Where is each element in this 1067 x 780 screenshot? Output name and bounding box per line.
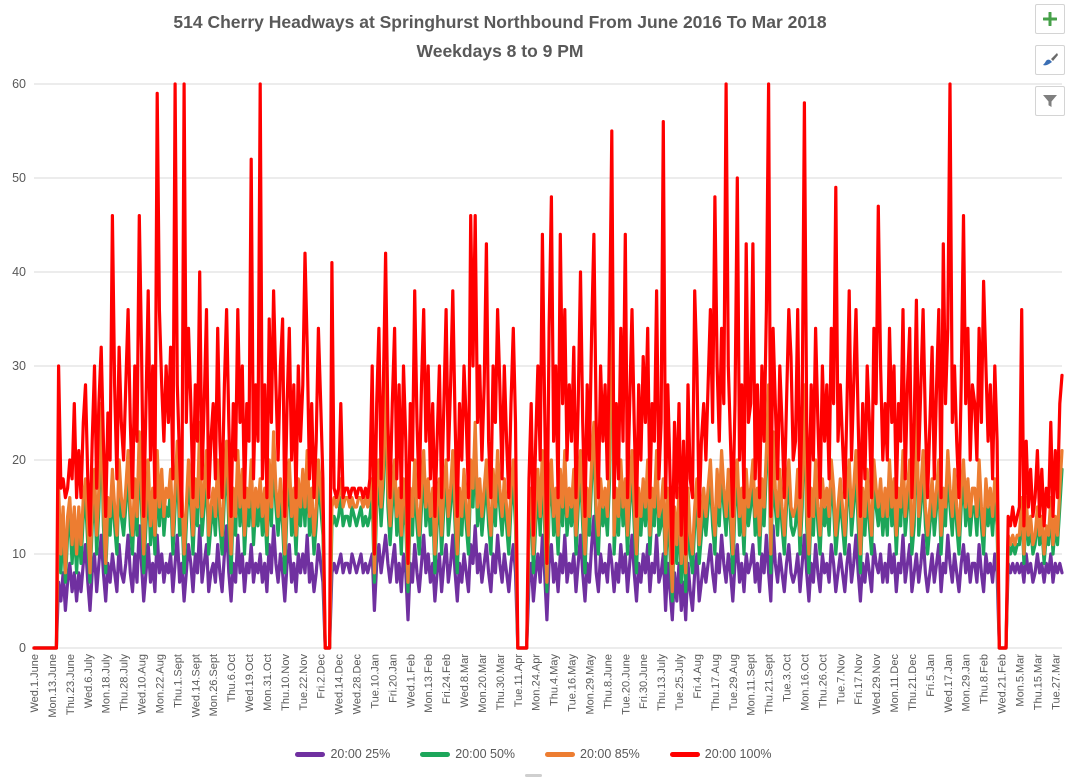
- x-tick-label: Wed.29.Nov: [871, 654, 883, 715]
- x-tick-label: Thu.8.June: [602, 654, 614, 709]
- x-tick-label: Mon.18.July: [101, 654, 113, 714]
- x-tick-label: Thu.17.Aug: [710, 654, 722, 711]
- x-tick-label: Thu.8.Feb: [979, 654, 991, 704]
- legend-label-25: 20:00 25%: [330, 747, 391, 761]
- x-tick-label: Fri.30.June: [638, 654, 650, 709]
- chart-filters-funnel-icon: [1043, 95, 1057, 107]
- headways-line-chart: 0 10 20 30 40 50 60 Wed.1.June Mon.13.June Thu.23…: [12, 77, 1064, 718]
- x-tick-label: Fri.24.Feb: [441, 654, 453, 704]
- chart-styles-brush-icon: [1043, 53, 1058, 66]
- x-tick-label: Mon.29.Jan: [961, 654, 973, 711]
- legend-label-85: 20:00 85%: [580, 747, 640, 761]
- x-tick-label: Thu.13.July: [656, 654, 668, 711]
- x-tick-label: Wed.21.Feb: [997, 654, 1009, 714]
- x-tick-label: Thu.21.Dec: [907, 654, 919, 711]
- y-tick-label: 40: [12, 265, 26, 279]
- chart-elements-button[interactable]: [1035, 4, 1065, 34]
- x-tick-label: Tue.27.Mar: [1050, 654, 1062, 710]
- chart-styles-button[interactable]: [1035, 45, 1065, 75]
- x-tick-label: Wed.28.Dec: [352, 654, 364, 715]
- y-tick-label: 10: [12, 547, 26, 561]
- x-tick-label: Wed.8.Mar: [459, 654, 471, 708]
- x-tick-label: Thu.1.Sept: [172, 654, 184, 708]
- x-tick-label: Mon.13.Feb: [423, 654, 435, 713]
- x-tick-label: Tue.7.Nov: [835, 654, 847, 705]
- x-tick-label: Mon.24.Apr: [531, 654, 543, 711]
- x-tick-label: Tue.22.Nov: [298, 654, 310, 711]
- x-tick-label: Tue.10.Jan: [369, 654, 381, 709]
- x-tick-label: Thu.21.Sept: [764, 654, 776, 714]
- legend-item-100[interactable]: 20:00 100%: [669, 747, 772, 761]
- legend-label-50: 20:00 50%: [455, 747, 516, 761]
- x-tick-label: Tue.3.Oct: [782, 654, 794, 702]
- legend-swatch-100: [669, 751, 700, 757]
- x-tick-label: Tue.29.Aug: [728, 654, 740, 710]
- y-tick-label: 60: [12, 77, 26, 91]
- x-tick-label: Thu.10.Nov: [280, 654, 292, 711]
- x-tick-label: Fri.17.Nov: [853, 654, 865, 705]
- x-tick-label: Wed.17.Jan: [943, 654, 955, 713]
- x-tick-label: Wed.14.Dec: [334, 654, 346, 715]
- x-tick-label: Mon.5.Mar: [1014, 654, 1026, 707]
- chart-title-line1: 514 Cherry Headways at Springhurst North…: [173, 12, 827, 32]
- y-tick-label: 50: [12, 171, 26, 185]
- x-tick-label: Mon.26.Sept: [208, 654, 220, 716]
- x-tick-label: Thu.15.Mar: [1032, 654, 1044, 711]
- chart-legend: 20:00 25% 20:00 50% 20:00 85% 20:00 100%: [0, 747, 1067, 761]
- x-tick-label: Mon.11.Dec: [889, 654, 901, 713]
- x-tick-label: Mon.16.Oct: [799, 654, 811, 711]
- x-tick-label: Thu.26.Oct: [817, 654, 829, 708]
- y-tick-label: 30: [12, 359, 26, 373]
- x-tick-label: Wed.1.Feb: [405, 654, 417, 708]
- x-tick-label: Tue.25.July: [674, 654, 686, 711]
- x-tick-label: Wed.1.June: [29, 654, 41, 713]
- x-tick-label: Wed.6.July: [83, 654, 95, 709]
- x-tick-label: Thu.4.May: [549, 654, 561, 706]
- x-tick-label: Wed.10.Aug: [137, 654, 149, 714]
- x-tick-label: Thu.30.Mar: [495, 654, 507, 711]
- legend-item-25[interactable]: 20:00 25%: [295, 747, 390, 761]
- y-tick-label: 0: [19, 641, 26, 655]
- x-tick-label: Wed.19.Oct: [244, 654, 256, 712]
- chart-title-line2: Weekdays 8 to 9 PM: [416, 41, 584, 61]
- x-tick-label: Thu.6.Oct: [226, 654, 238, 702]
- x-tick-label: Mon.29.May: [584, 654, 596, 715]
- chart-elements-plus-icon: [1043, 12, 1057, 26]
- chart-side-buttons: [1035, 4, 1065, 116]
- legend-swatch-50: [420, 751, 451, 757]
- chart-resize-handle[interactable]: [525, 774, 542, 777]
- series-line-3[interactable]: [32, 82, 1064, 650]
- x-tick-label: Mon.20.Mar: [477, 654, 489, 713]
- legend-item-50[interactable]: 20:00 50%: [420, 747, 515, 761]
- x-tick-label: Thu.28.July: [119, 654, 131, 711]
- x-tick-label: Fri.4.Aug: [692, 654, 704, 699]
- x-tick-label: Wed.14.Sept: [190, 654, 202, 717]
- x-tick-label: Mon.31.Oct: [262, 654, 274, 711]
- chart-title[interactable]: 514 Cherry Headways at Springhurst North…: [0, 8, 1000, 66]
- chart-filters-button[interactable]: [1035, 86, 1065, 116]
- x-tick-label: Tue.20.June: [620, 654, 632, 715]
- x-tick-label: Tue.11.Apr: [513, 654, 525, 708]
- x-tick-label: Fri.2.Dec: [316, 654, 328, 699]
- x-tick-label: Tue.16.May: [567, 654, 579, 712]
- x-tick-label: Mon.22.Aug: [154, 654, 166, 713]
- y-tick-label: 20: [12, 453, 26, 467]
- legend-label-100: 20:00 100%: [704, 747, 772, 761]
- legend-item-85[interactable]: 20:00 85%: [545, 747, 640, 761]
- x-tick-label: Fri.5.Jan: [925, 654, 937, 697]
- legend-swatch-85: [545, 751, 576, 757]
- x-tick-label: Thu.23.June: [65, 654, 77, 715]
- x-tick-label: Fri.20.Jan: [387, 654, 399, 703]
- x-tick-label: Mon.13.June: [47, 654, 59, 718]
- x-tick-label: Mon.11.Sept: [746, 654, 758, 716]
- legend-swatch-25: [295, 751, 326, 757]
